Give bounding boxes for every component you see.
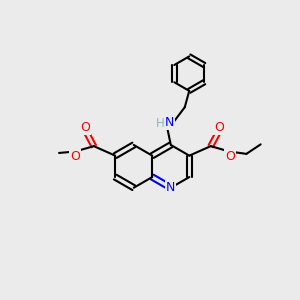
Text: O: O [80,121,90,134]
Text: O: O [225,150,235,163]
Text: H: H [155,117,164,130]
Text: O: O [70,150,80,163]
Text: N: N [166,181,176,194]
Text: N: N [165,116,174,129]
Text: O: O [214,121,224,134]
